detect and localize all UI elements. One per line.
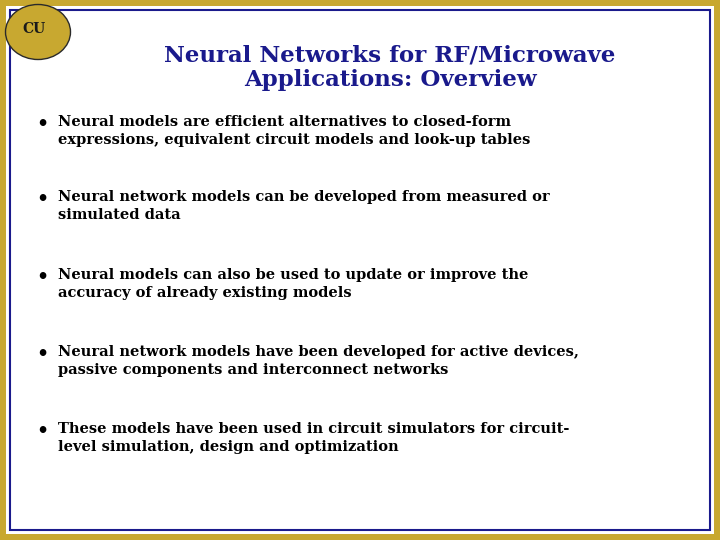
Text: level simulation, design and optimization: level simulation, design and optimizatio… <box>58 440 399 454</box>
Text: •: • <box>36 268 48 286</box>
Text: •: • <box>36 190 48 208</box>
Text: Neural network models have been developed for active devices,: Neural network models have been develope… <box>58 345 579 359</box>
Text: Neural network models can be developed from measured or: Neural network models can be developed f… <box>58 190 549 204</box>
Text: These models have been used in circuit simulators for circuit-: These models have been used in circuit s… <box>58 422 570 436</box>
Text: •: • <box>36 115 48 133</box>
Text: Applications: Overview: Applications: Overview <box>243 69 536 91</box>
Ellipse shape <box>6 4 71 59</box>
Text: expressions, equivalent circuit models and look-up tables: expressions, equivalent circuit models a… <box>58 133 531 147</box>
Text: simulated data: simulated data <box>58 208 181 222</box>
Text: Neural Networks for RF/Microwave: Neural Networks for RF/Microwave <box>164 44 616 66</box>
Text: •: • <box>36 422 48 440</box>
Text: Neural models can also be used to update or improve the: Neural models can also be used to update… <box>58 268 528 282</box>
Text: Neural models are efficient alternatives to closed-form: Neural models are efficient alternatives… <box>58 115 511 129</box>
Text: accuracy of already existing models: accuracy of already existing models <box>58 286 351 300</box>
Text: CU: CU <box>22 22 45 36</box>
Text: passive components and interconnect networks: passive components and interconnect netw… <box>58 363 449 377</box>
Text: •: • <box>36 345 48 363</box>
